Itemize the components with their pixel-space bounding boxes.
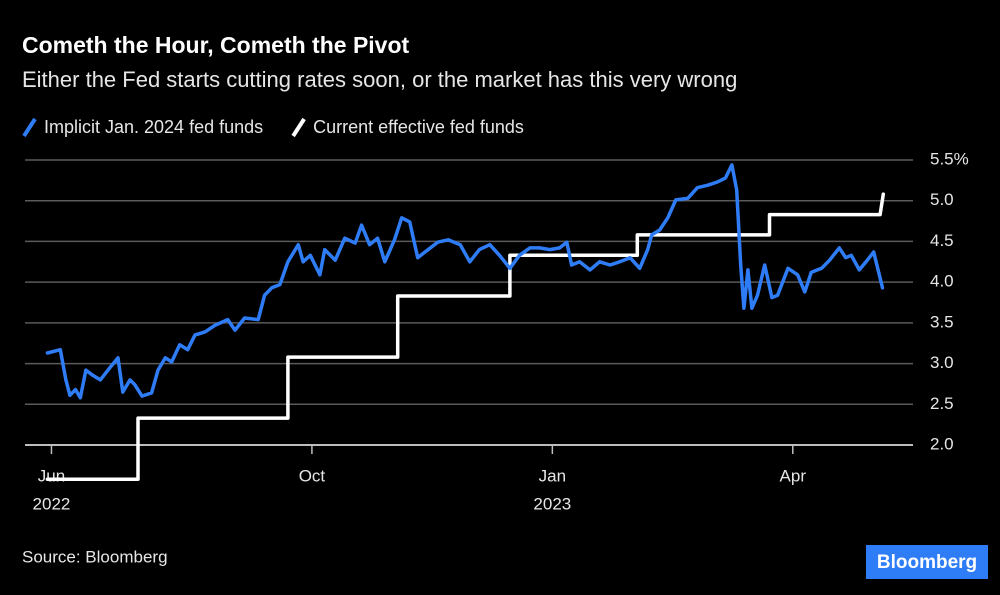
y-tick-label: 3.5	[930, 312, 954, 331]
y-tick-label: 4.5	[930, 231, 954, 250]
x-tick-label: Oct	[299, 466, 326, 485]
x-tick-label: Jun	[38, 466, 65, 485]
legend-swatch	[22, 117, 37, 138]
chart-title: Cometh the Hour, Cometh the Pivot	[22, 32, 410, 58]
x-year-label: 2022	[33, 494, 71, 513]
y-tick-label: 4.0	[930, 272, 954, 291]
legend-label: Current effective fed funds	[313, 117, 524, 137]
source: Source: Bloomberg	[22, 547, 168, 566]
y-tick-label: 5.0	[930, 190, 954, 209]
legend-label: Implicit Jan. 2024 fed funds	[44, 117, 263, 137]
series-line	[45, 192, 886, 481]
x-tick-label: Apr	[780, 466, 807, 485]
y-tick-label: 5.5%	[930, 149, 969, 168]
legend-swatch	[291, 117, 306, 138]
y-tick-label: 3.0	[930, 353, 954, 372]
brand-box	[866, 545, 988, 579]
x-year-label: 2023	[533, 494, 571, 513]
y-tick-label: 2.0	[930, 434, 954, 453]
y-tick-label: 2.5	[930, 394, 954, 413]
series-line	[45, 163, 885, 400]
x-tick-label: Jan	[539, 466, 566, 485]
chart-subtitle: Either the Fed starts cutting rates soon…	[22, 67, 737, 92]
brand: Bloomberg	[877, 552, 977, 573]
